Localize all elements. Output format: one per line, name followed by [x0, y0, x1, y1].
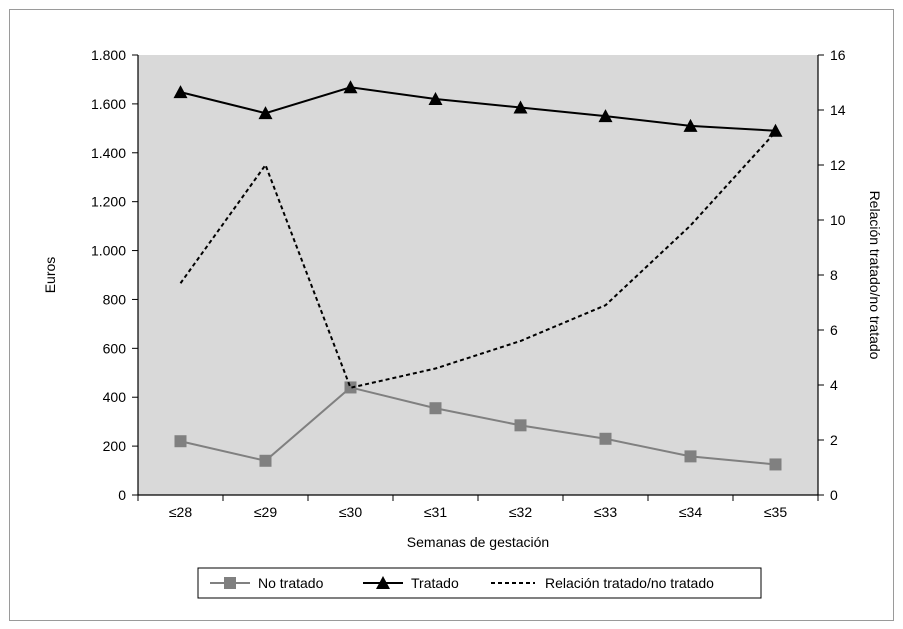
data-point	[684, 450, 697, 463]
series-line	[180, 386, 776, 466]
data-point	[769, 458, 782, 471]
series-1	[174, 381, 782, 471]
legend-marker	[376, 576, 390, 589]
x-tick-label: ≤33	[594, 504, 617, 520]
x-tick-label: ≤34	[679, 504, 702, 520]
data-point	[173, 85, 188, 99]
series-2	[173, 80, 783, 137]
y2-tick-label: 6	[830, 322, 838, 338]
y-tick-label: 1.600	[91, 96, 126, 112]
series-line	[179, 131, 777, 389]
legend-item: No tratado	[210, 575, 324, 591]
x-axis: ≤28 ≤29 ≤30 ≤31 ≤32 ≤33 ≤34 ≤35	[137, 494, 819, 520]
data-point	[514, 419, 527, 432]
y-tick-label: 1.000	[91, 243, 126, 259]
x-tick-label: ≤29	[254, 504, 277, 520]
data-point	[768, 123, 783, 137]
legend-marker	[224, 577, 236, 589]
legend-item: Tratado	[363, 575, 459, 591]
legend-item: Relación tratado/no tratado	[491, 575, 714, 591]
data-point	[428, 92, 443, 105]
legend-label: No tratado	[258, 575, 324, 591]
data-point	[429, 402, 442, 415]
y2-axis-label: Relación tratado/no tratado	[867, 191, 883, 360]
data-point	[343, 80, 358, 94]
y2-tick-label: 8	[830, 267, 838, 283]
data-point	[259, 454, 272, 467]
x-axis-label: Semanas de gestación	[407, 534, 549, 550]
y-axis-left: 0 200 400 600 800 1.000 1.200 1.400 1.600 1.800	[91, 47, 139, 503]
data-point	[258, 106, 273, 120]
x-tick-label: ≤35	[764, 504, 787, 520]
y2-tick-label: 0	[830, 487, 838, 503]
data-point	[683, 118, 698, 132]
legend-label: Tratado	[411, 575, 459, 591]
y-tick-label: 1.400	[91, 145, 126, 161]
y2-tick-label: 10	[830, 212, 846, 228]
data-point	[513, 100, 528, 114]
y-tick-label: 600	[103, 340, 127, 356]
y2-tick-label: 16	[830, 47, 846, 63]
y-tick-label: 0	[118, 487, 126, 503]
x-tick-label: ≤31	[424, 504, 447, 520]
data-point	[344, 381, 357, 394]
y2-tick-label: 4	[830, 377, 838, 393]
legend-label: Relación tratado/no tratado	[545, 575, 714, 591]
plot-area	[138, 55, 818, 495]
series-3	[179, 131, 777, 389]
series-layer	[173, 80, 783, 471]
y2-tick-label: 2	[830, 432, 838, 448]
x-tick-label: ≤32	[509, 504, 532, 520]
legend: No tratado Tratado Relación tratado/no tra…	[197, 567, 762, 599]
y-tick-label: 800	[103, 291, 127, 307]
y-tick-label: 1.800	[91, 47, 126, 63]
legend-box	[197, 567, 762, 599]
y-tick-label: 200	[103, 438, 127, 454]
y2-tick-label: 12	[830, 157, 846, 173]
x-tick-label: ≤28	[169, 504, 192, 520]
series-line	[180, 86, 776, 132]
x-tick-label: ≤30	[339, 504, 362, 520]
chart-frame	[9, 9, 894, 621]
data-point	[599, 432, 612, 445]
data-point	[598, 109, 613, 123]
data-point	[174, 435, 187, 448]
y-axis-label: Euros	[42, 257, 58, 294]
y-tick-label: 1.200	[91, 194, 126, 210]
y-tick-label: 400	[103, 389, 127, 405]
y2-tick-label: 14	[830, 102, 846, 118]
y-axis-right: 0 2 4 6 8 10 12 14 16	[817, 47, 846, 503]
